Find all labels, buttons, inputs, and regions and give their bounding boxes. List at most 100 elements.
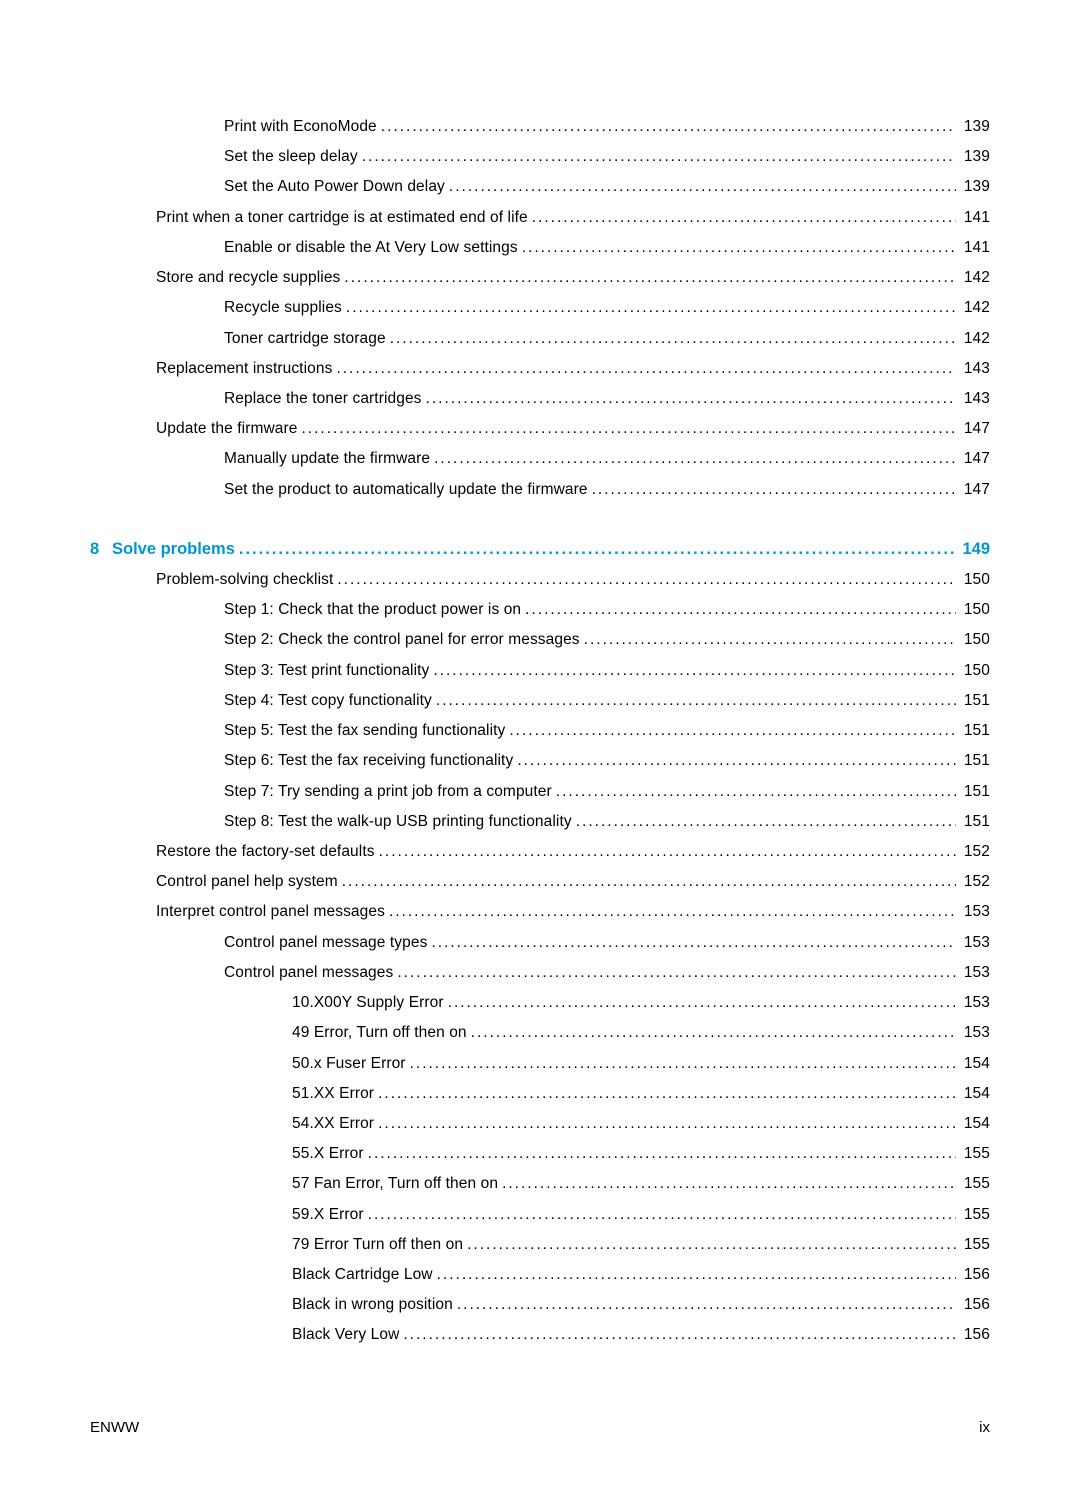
- toc-entry-label: Manually update the firmware: [224, 444, 430, 474]
- toc-entry-label: Print with EconoMode: [224, 112, 377, 142]
- toc-entry-page: 151: [956, 777, 990, 807]
- toc-entry-label: Control panel help system: [156, 867, 338, 897]
- toc-entry: Step 1: Check that the product power is …: [90, 595, 990, 625]
- toc-entry-page: 153: [956, 1018, 990, 1048]
- toc-entry: Black Cartridge Low 156: [90, 1260, 990, 1290]
- toc-entry-label: Replace the toner cartridges: [224, 384, 422, 414]
- toc-entry-label: Step 7: Try sending a print job from a c…: [224, 777, 552, 807]
- toc-leader: [374, 1109, 956, 1139]
- toc-entry-label: Step 2: Check the control panel for erro…: [224, 625, 580, 655]
- toc-leader: [374, 1079, 956, 1109]
- toc-entry-page: 143: [956, 354, 990, 384]
- toc-entry: Control panel messages 153: [90, 958, 990, 988]
- toc-leader: [427, 928, 956, 958]
- toc-leader: [572, 807, 956, 837]
- toc-entry-page: 152: [956, 867, 990, 897]
- toc-leader: [467, 1018, 956, 1048]
- toc-entry-label: Store and recycle supplies: [156, 263, 340, 293]
- toc-entry-page: 153: [956, 928, 990, 958]
- toc-entry-page: 147: [956, 444, 990, 474]
- toc-entry: Step 6: Test the fax receiving functiona…: [90, 746, 990, 776]
- toc-entry-page: 139: [956, 112, 990, 142]
- toc-chapter-page: 149: [956, 533, 990, 565]
- toc-leader: [463, 1230, 956, 1260]
- toc-entry-label: Recycle supplies: [224, 293, 342, 323]
- toc-entry: Control panel message types 153: [90, 928, 990, 958]
- toc-entry-page: 139: [956, 172, 990, 202]
- toc-entry: Replace the toner cartridges 143: [90, 384, 990, 414]
- toc-entry-label: Step 6: Test the fax receiving functiona…: [224, 746, 513, 776]
- toc-chapter: 8Solve problems 149: [90, 533, 990, 565]
- toc-entry: Black Very Low 156: [90, 1320, 990, 1350]
- toc-entry: 55.X Error 155: [90, 1139, 990, 1169]
- toc-leader: [393, 958, 956, 988]
- toc-entry-label: 50.x Fuser Error: [292, 1049, 406, 1079]
- toc-leader: [377, 112, 956, 142]
- toc-leader: [513, 746, 956, 776]
- toc-leader: [375, 837, 956, 867]
- toc-entry-page: 142: [956, 263, 990, 293]
- toc-entry: Manually update the firmware 147: [90, 444, 990, 474]
- toc-entry-page: 155: [956, 1200, 990, 1230]
- toc-entry-label: Set the sleep delay: [224, 142, 358, 172]
- toc-entry: Enable or disable the At Very Low settin…: [90, 233, 990, 263]
- toc-entry: Store and recycle supplies 142: [90, 263, 990, 293]
- toc-entry-page: 147: [956, 475, 990, 505]
- toc-entry-label: Step 3: Test print functionality: [224, 656, 429, 686]
- toc-entry-label: Replacement instructions: [156, 354, 332, 384]
- toc-entry-page: 141: [956, 203, 990, 233]
- toc-entry-page: 150: [956, 565, 990, 595]
- toc-entry-label: Step 5: Test the fax sending functionali…: [224, 716, 505, 746]
- toc-entry-label: 57 Fan Error, Turn off then on: [292, 1169, 498, 1199]
- toc-entry-page: 141: [956, 233, 990, 263]
- toc-entry: Step 2: Check the control panel for erro…: [90, 625, 990, 655]
- toc-entry: Step 7: Try sending a print job from a c…: [90, 777, 990, 807]
- toc-leader: [385, 897, 956, 927]
- toc-entry: Step 8: Test the walk-up USB printing fu…: [90, 807, 990, 837]
- toc-entry-page: 142: [956, 293, 990, 323]
- toc-entry-label: 59.X Error: [292, 1200, 364, 1230]
- toc-leader: [588, 475, 956, 505]
- toc-entry-page: 143: [956, 384, 990, 414]
- toc-entry-label: Restore the factory-set defaults: [156, 837, 375, 867]
- toc-entry-label: Control panel messages: [224, 958, 393, 988]
- toc-entry: Step 3: Test print functionality 150: [90, 656, 990, 686]
- toc-leader: [445, 172, 956, 202]
- toc-entry-label: Print when a toner cartridge is at estim…: [156, 203, 528, 233]
- toc-entry: Interpret control panel messages 153: [90, 897, 990, 927]
- toc-entry: Print when a toner cartridge is at estim…: [90, 203, 990, 233]
- toc-entry-label: 49 Error, Turn off then on: [292, 1018, 467, 1048]
- toc-leader: [386, 324, 956, 354]
- toc-entry-label: Problem-solving checklist: [156, 565, 333, 595]
- toc-leader: [406, 1049, 956, 1079]
- toc-leader: [453, 1290, 956, 1320]
- toc-chapter-number: 8: [90, 533, 112, 565]
- toc-entry: Step 5: Test the fax sending functionali…: [90, 716, 990, 746]
- toc-entry-label: Toner cartridge storage: [224, 324, 386, 354]
- toc-leader: [433, 1260, 956, 1290]
- toc-entry-label: 55.X Error: [292, 1139, 364, 1169]
- toc-entry: Problem-solving checklist 150: [90, 565, 990, 595]
- toc-leader: [358, 142, 956, 172]
- toc-entry-page: 154: [956, 1049, 990, 1079]
- toc-leader: [518, 233, 956, 263]
- toc-entry-label: Step 1: Check that the product power is …: [224, 595, 521, 625]
- toc-leader: [528, 203, 956, 233]
- toc-entry: 79 Error Turn off then on 155: [90, 1230, 990, 1260]
- toc-chapter-label: Solve problems: [112, 533, 235, 565]
- toc-entry: Recycle supplies 142: [90, 293, 990, 323]
- toc-leader: [444, 988, 956, 1018]
- toc-entry-label: Black Cartridge Low: [292, 1260, 433, 1290]
- toc-entry: 49 Error, Turn off then on 153: [90, 1018, 990, 1048]
- toc-leader: [432, 686, 956, 716]
- toc-entry-page: 150: [956, 625, 990, 655]
- toc-entry: 59.X Error 155: [90, 1200, 990, 1230]
- toc-entry-page: 147: [956, 414, 990, 444]
- toc-leader: [364, 1200, 956, 1230]
- toc-entry: 54.XX Error 154: [90, 1109, 990, 1139]
- toc-entry: Set the Auto Power Down delay 139: [90, 172, 990, 202]
- toc-leader: [399, 1320, 956, 1350]
- toc-entry-label: Set the product to automatically update …: [224, 475, 588, 505]
- table-of-contents: Print with EconoMode 139 Set the sleep de…: [90, 112, 990, 1351]
- toc-entry: Toner cartridge storage 142: [90, 324, 990, 354]
